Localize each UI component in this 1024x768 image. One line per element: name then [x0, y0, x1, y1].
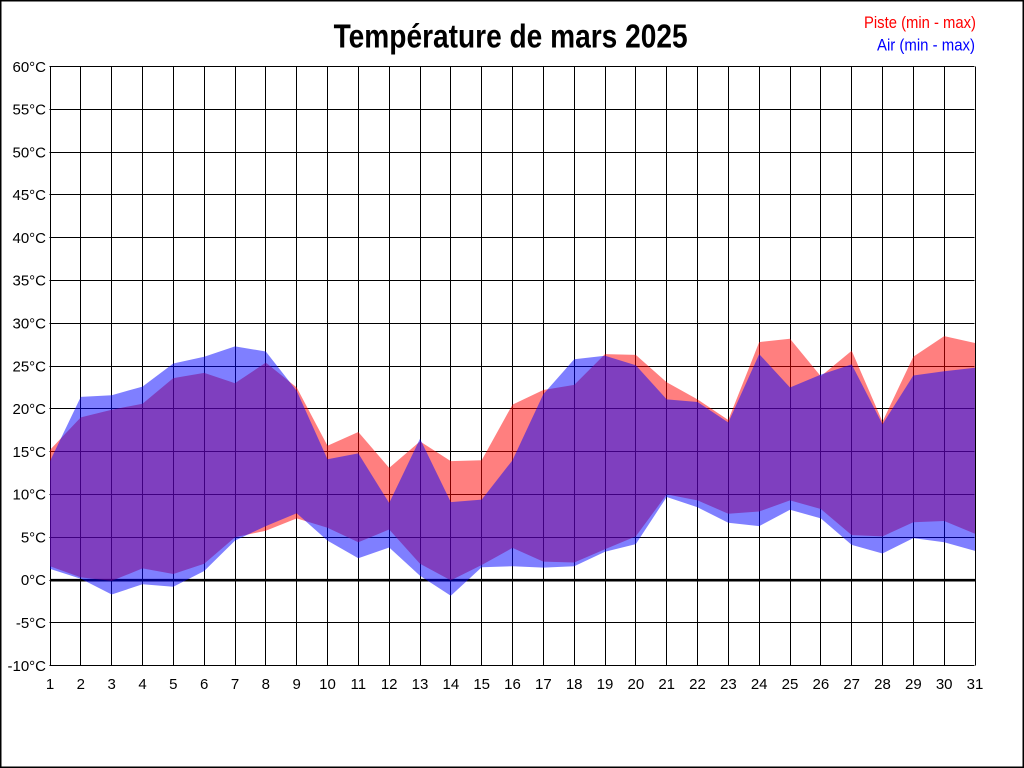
svg-text:28: 28	[874, 676, 891, 693]
svg-text:15°C: 15°C	[12, 444, 46, 461]
svg-text:5: 5	[169, 676, 177, 693]
svg-text:Piste (min - max): Piste (min - max)	[864, 14, 976, 32]
svg-text:8: 8	[262, 676, 270, 693]
svg-text:20: 20	[627, 676, 644, 693]
svg-text:-5°C: -5°C	[16, 615, 46, 632]
svg-text:1: 1	[46, 676, 54, 693]
svg-text:6: 6	[200, 676, 208, 693]
svg-text:50°C: 50°C	[12, 144, 46, 161]
svg-text:40°C: 40°C	[12, 230, 46, 247]
svg-text:11: 11	[351, 676, 367, 693]
svg-text:19: 19	[597, 676, 614, 693]
svg-text:35°C: 35°C	[12, 273, 46, 290]
svg-text:25: 25	[782, 676, 799, 693]
svg-text:18: 18	[566, 676, 583, 693]
svg-text:15: 15	[473, 676, 490, 693]
svg-text:Air (min - max): Air (min - max)	[877, 37, 975, 55]
svg-text:0°C: 0°C	[21, 572, 46, 589]
svg-text:45°C: 45°C	[12, 187, 46, 204]
svg-text:2: 2	[77, 676, 85, 693]
svg-text:31: 31	[967, 676, 984, 693]
svg-text:22: 22	[689, 676, 706, 693]
svg-text:3: 3	[107, 676, 115, 693]
svg-text:23: 23	[720, 676, 737, 693]
svg-text:26: 26	[812, 676, 829, 693]
svg-text:10: 10	[319, 676, 336, 693]
svg-text:Température de mars 2025: Température de mars 2025	[334, 18, 688, 55]
svg-text:16: 16	[504, 676, 521, 693]
svg-text:24: 24	[751, 676, 768, 693]
svg-text:55°C: 55°C	[12, 102, 46, 119]
svg-text:10°C: 10°C	[12, 487, 46, 504]
svg-text:-10°C: -10°C	[7, 658, 46, 675]
svg-text:21: 21	[658, 676, 675, 693]
svg-text:30: 30	[936, 676, 953, 693]
svg-text:13: 13	[412, 676, 429, 693]
svg-text:12: 12	[381, 676, 398, 693]
svg-text:29: 29	[905, 676, 922, 693]
svg-text:4: 4	[138, 676, 146, 693]
svg-text:5°C: 5°C	[21, 529, 46, 546]
svg-text:17: 17	[535, 676, 552, 693]
svg-text:30°C: 30°C	[12, 315, 46, 332]
svg-text:20°C: 20°C	[12, 401, 46, 418]
svg-text:27: 27	[843, 676, 860, 693]
svg-text:14: 14	[442, 676, 459, 693]
svg-text:7: 7	[231, 676, 239, 693]
svg-text:25°C: 25°C	[12, 358, 46, 375]
svg-text:9: 9	[292, 676, 300, 693]
svg-text:60°C: 60°C	[12, 59, 46, 76]
